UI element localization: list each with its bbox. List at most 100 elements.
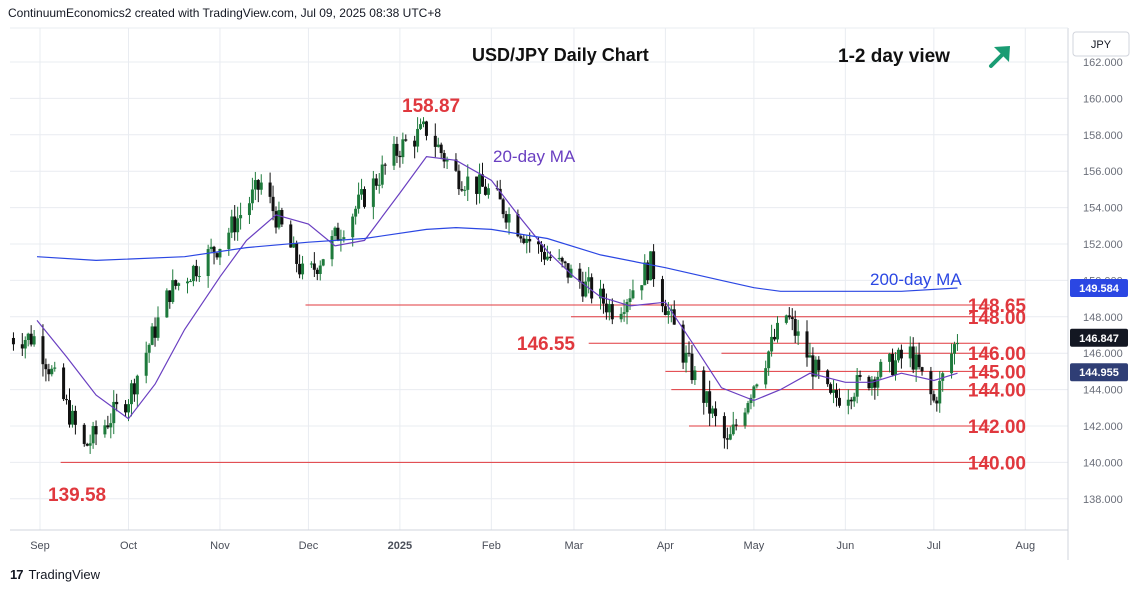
chart-title: USD/JPY Daily Chart xyxy=(472,45,649,65)
candle-body xyxy=(247,203,251,216)
candle-body xyxy=(401,139,405,158)
candle-body xyxy=(920,367,924,372)
y-tick-label: 144.000 xyxy=(1083,385,1123,397)
candle-body xyxy=(796,331,800,336)
candle-body xyxy=(914,354,918,370)
candle-body xyxy=(728,434,732,440)
candle-body xyxy=(23,340,27,349)
candle-body xyxy=(156,317,160,338)
candle-body xyxy=(41,336,45,365)
candle-body xyxy=(746,403,750,413)
candle-body xyxy=(271,196,275,212)
level-label: 148.00 xyxy=(968,308,1026,329)
candle-body xyxy=(560,257,564,262)
candle-body xyxy=(88,443,92,446)
candle-body xyxy=(628,298,632,302)
candle-body xyxy=(295,242,299,264)
candle-body xyxy=(68,400,71,425)
candle-body xyxy=(752,386,756,398)
candle-body xyxy=(584,281,588,297)
candle-body xyxy=(817,359,821,371)
candle-body xyxy=(693,370,697,381)
candle-body xyxy=(53,367,57,369)
y-tick-label: 138.000 xyxy=(1083,494,1123,506)
candle-body xyxy=(73,410,77,425)
x-tick-label: Mar xyxy=(564,540,583,552)
candle-body xyxy=(395,143,399,156)
candle-body xyxy=(50,368,54,375)
candle-body xyxy=(374,178,378,186)
candle-body xyxy=(127,404,130,413)
candle-body xyxy=(540,244,543,252)
candle-body xyxy=(548,256,552,259)
candle-body xyxy=(466,176,470,190)
candle-body xyxy=(357,194,361,209)
candle-body xyxy=(811,355,815,377)
ma20-price-badge-text: 144.955 xyxy=(1079,367,1119,379)
candle-body xyxy=(106,425,110,428)
candle-body xyxy=(274,211,278,228)
candle-body xyxy=(702,370,706,403)
candle-body xyxy=(298,263,302,275)
candle-body xyxy=(498,188,502,200)
candle-body xyxy=(504,214,508,223)
candle-body xyxy=(932,394,936,401)
candle-body xyxy=(230,216,234,233)
candle-body xyxy=(525,238,529,243)
candle-body xyxy=(292,242,296,248)
candle-body xyxy=(218,248,222,258)
candle-body xyxy=(725,438,729,440)
candle-body xyxy=(445,159,449,162)
last-price-badge-text: 146.847 xyxy=(1079,333,1119,345)
candle-body xyxy=(764,368,768,385)
candle-body xyxy=(112,401,116,424)
ma20-price-badge xyxy=(1070,363,1128,382)
level-label: 148.65 xyxy=(968,296,1027,317)
candle-body xyxy=(941,373,945,381)
candle-body xyxy=(705,391,709,403)
y-tick-label: 152.000 xyxy=(1083,239,1123,251)
candle-body xyxy=(731,424,735,435)
candle-body xyxy=(711,408,715,414)
candle-body xyxy=(640,285,644,291)
candle-body xyxy=(601,288,605,304)
candle-body xyxy=(11,337,15,345)
candle-body xyxy=(545,256,549,260)
candle-body xyxy=(581,281,585,297)
candle-body xyxy=(168,290,172,302)
ma20-label: 20-day MA xyxy=(493,147,576,166)
candle-body xyxy=(649,251,653,281)
candle-body xyxy=(351,216,355,238)
candle-body xyxy=(950,353,954,374)
level-label: 142.00 xyxy=(968,417,1026,438)
currency-box xyxy=(1072,31,1130,57)
view-label: 1-2 day view xyxy=(838,46,950,67)
candle-body xyxy=(442,153,446,162)
ma200-label: 200-day MA xyxy=(870,270,962,289)
candle-body xyxy=(419,124,423,129)
candle-body xyxy=(439,144,443,154)
candle-body xyxy=(507,214,511,223)
x-tick-label: Jul xyxy=(927,540,941,552)
level-label: 145.00 xyxy=(968,362,1026,383)
ma20-line xyxy=(36,155,958,420)
candle-body xyxy=(646,262,650,281)
candle-body xyxy=(625,301,629,313)
y-tick-label: 142.000 xyxy=(1083,421,1123,433)
candle-body xyxy=(436,144,440,147)
ma200-price-badge xyxy=(1070,278,1128,297)
candle-body xyxy=(115,401,119,405)
y-tick-label: 162.000 xyxy=(1083,57,1123,69)
candle-body xyxy=(773,336,777,340)
level-label: 146.00 xyxy=(968,344,1026,365)
candle-body xyxy=(787,315,791,318)
candle-body xyxy=(404,139,408,141)
candle-body xyxy=(256,180,260,190)
y-tick-label: 158.000 xyxy=(1083,130,1123,142)
candle-body xyxy=(454,159,458,171)
y-tick-label: 140.000 xyxy=(1083,457,1123,469)
candle-body xyxy=(516,214,520,237)
candle-body xyxy=(876,376,880,388)
candle-body xyxy=(268,182,272,197)
